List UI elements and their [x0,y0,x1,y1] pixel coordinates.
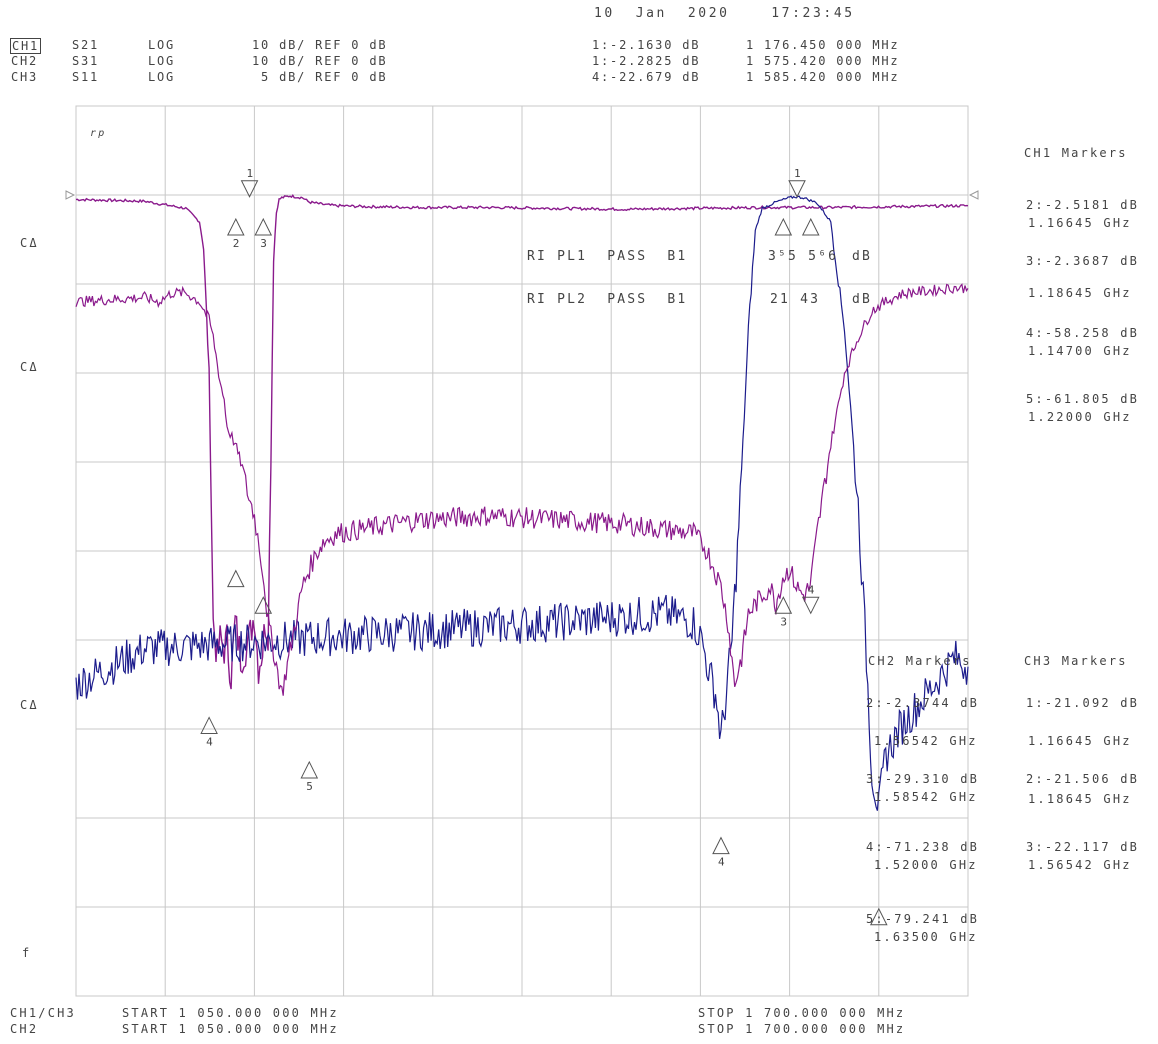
bottom-indicator: f [22,946,32,960]
footer-channel-1: CH1/CH3 [10,1006,76,1020]
plot-traces [75,193,969,811]
channel-3-param: S11 [72,70,100,84]
ch3-marker-2-freq: 1.18645 GHz [1028,792,1132,806]
ch1-markers-title: CH1 Markers [1024,146,1128,160]
ch1-marker-5-freq: 1.22000 GHz [1028,410,1132,424]
ch2-marker-3-icon [801,217,820,236]
ch2-marker-4-value: 4:-71.238 dB [866,840,980,854]
ch3-marker-1-freq: 1.16645 GHz [1028,734,1132,748]
ch3-marker-4-icon: 4 [801,583,820,615]
limit-test-1: RI PL1 PASS B1 [527,249,688,264]
svg-text:4: 4 [206,735,214,748]
channel-1-param: S21 [72,38,100,52]
ch1-marker-2-icon: 2 [226,217,245,250]
channel-1-scale: 10 dB/ REF 0 dB [252,38,388,52]
ch2-marker-2-value: 2:-2.3744 dB [866,696,980,710]
limit-test-2-value: 21 43 [770,292,821,307]
trace-s31 [75,195,969,811]
ch2-marker-4-icon: 4 [712,836,730,869]
ch2-marker-1-icon: 1 [788,167,806,198]
ch2-marker-4-freq: 1.52000 GHz [874,858,978,872]
ref-level-left-icon [65,190,76,200]
trace-s21 [75,193,969,690]
channel-2-format: LOG [148,54,176,68]
ch1-marker-4-value: 4:-58.258 dB [1026,326,1140,340]
cal-indicator-ch1: CΔ [20,236,39,250]
ch2-marker-5-value: 5:-79.241 dB [866,912,980,926]
footer-channel-2: CH2 [10,1022,39,1036]
ch2-marker-3-freq: 1.58542 GHz [874,790,978,804]
svg-text:5: 5 [306,780,314,793]
svg-text:4: 4 [718,856,726,869]
channel-1-format: LOG [148,38,176,52]
ch2-marker-2-freq: 1.56542 GHz [874,734,978,748]
ch1-marker-2-value: 2:-2.5181 dB [1026,198,1140,212]
footer-start-1: START 1 050.000 000 MHz [122,1006,339,1020]
ch1-marker-2-freq: 1.16645 GHz [1028,216,1132,230]
svg-text:3: 3 [260,237,268,250]
limit-test-1-value: 3⁵5 5⁶6 [768,249,839,264]
ch1-marker-5-icon: 5 [300,760,319,793]
ch1-marker-5-value: 5:-61.805 dB [1026,392,1140,406]
ch2-marker-5-freq: 1.63500 GHz [874,930,978,944]
footer-stop-2: STOP 1 700.000 000 MHz [698,1022,906,1036]
ch1-marker-3-icon: 3 [254,217,273,250]
plot-markers: 1 2 3 4 5 1 4 3 4 [200,167,888,926]
ch1-marker-1-icon: 1 [240,167,259,198]
active-marker-1-freq: 1 176.450 000 MHz [746,38,900,52]
cal-indicator-ch3: CΔ [20,698,39,712]
svg-text:1: 1 [247,167,255,180]
channel-2-label[interactable]: CH2 [11,54,39,68]
ch2-marker-5-icon [869,907,888,926]
ch3-markers-title: CH3 Markers [1024,654,1128,668]
ch3-marker-3-value: 3:-22.117 dB [1026,840,1140,854]
ch2-markers-title: CH2 Markers [868,654,972,668]
ch1-marker-4-icon: 4 [200,716,218,748]
footer-start-2: START 1 050.000 000 MHz [122,1022,339,1036]
ch3-marker-3-icon: 3 [774,596,793,628]
ch3-marker-3-freq: 1.56542 GHz [1028,858,1132,872]
ch2-marker-3-value: 3:-29.310 dB [866,772,980,786]
ch1-marker-4-freq: 1.14700 GHz [1028,344,1132,358]
ch3-marker-2-value: 2:-21.506 dB [1026,772,1140,786]
svg-text:2: 2 [233,237,241,250]
ch3-marker-1-value: 1:-21.092 dB [1026,696,1140,710]
plot-grid [65,105,979,997]
trace-s11 [75,283,969,696]
active-marker-1: 1:-2.1630 dB [592,38,701,52]
ch1-marker-3-freq: 1.18645 GHz [1028,286,1132,300]
limit-test-1-unit: dB [852,249,873,264]
channel-1-label[interactable]: CH1 [10,38,42,54]
channel-3-format: LOG [148,70,176,84]
channel-2-scale: 10 dB/ REF 0 dB [252,54,388,68]
channel-3-scale: 5 dB/ REF 0 dB [252,70,388,84]
svg-text:3: 3 [780,615,788,628]
ch2-marker-2-icon [774,217,793,236]
limit-test-2-unit: dB [852,292,873,307]
footer-stop-1: STOP 1 700.000 000 MHz [698,1006,906,1020]
cal-indicator-ch2: CΔ [20,360,39,374]
ch3-marker-1-icon [226,569,245,588]
limit-test-2: RI PL2 PASS B1 [527,292,688,307]
channel-2-param: S31 [72,54,100,68]
active-marker-2: 1:-2.2825 dB [592,54,701,68]
active-marker-3: 4:-22.679 dB [592,70,701,84]
ref-level-right-icon [968,190,979,200]
reference-marker-label: rp [90,128,107,139]
ch1-marker-3-value: 3:-2.3687 dB [1026,254,1140,268]
svg-text:1: 1 [794,167,802,180]
svg-text:4: 4 [808,583,816,596]
ch3-marker-2-icon [254,596,273,614]
active-marker-3-freq: 1 585.420 000 MHz [746,70,900,84]
channel-3-label[interactable]: CH3 [11,70,39,84]
timestamp: 10 Jan 2020 17:23:45 [594,6,855,21]
active-marker-2-freq: 1 575.420 000 MHz [746,54,900,68]
